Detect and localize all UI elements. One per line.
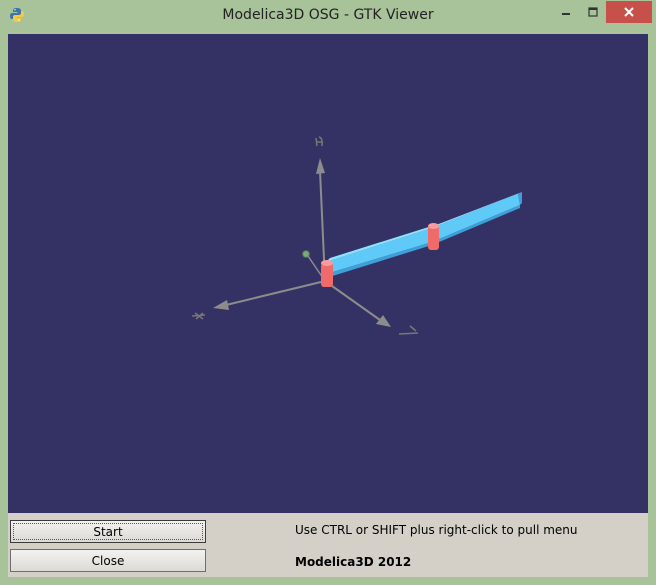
coordinate-axes: [191, 136, 419, 335]
axis-x: [191, 280, 326, 320]
python-icon: [10, 8, 24, 22]
close-button-label: Close: [91, 553, 125, 568]
axis-y: [315, 136, 326, 282]
control-panel: Start Close Use CTRL or SHIFT plus right…: [8, 513, 648, 577]
minimize-button[interactable]: [553, 1, 579, 23]
joint-revolute-2: [428, 223, 439, 250]
close-button[interactable]: Close: [10, 549, 206, 572]
start-button-label: Start: [93, 524, 123, 539]
close-window-button[interactable]: [606, 1, 652, 23]
maximize-icon: [588, 7, 598, 17]
scene-render: [191, 136, 522, 335]
maximize-button[interactable]: [580, 1, 606, 23]
brand-label: Modelica3D 2012: [295, 555, 412, 569]
axis-z: [324, 280, 419, 335]
minimize-icon: [562, 13, 570, 15]
window-title: Modelica3D OSG - GTK Viewer: [222, 7, 434, 23]
start-button[interactable]: Start: [10, 520, 206, 543]
joint-revolute-1: [321, 260, 333, 287]
title-bar[interactable]: Modelica3D OSG - GTK Viewer: [0, 0, 656, 31]
3d-viewport[interactable]: [8, 34, 648, 513]
close-icon: [624, 7, 634, 17]
hint-text: Use CTRL or SHIFT plus right-click to pu…: [295, 523, 578, 537]
beam-assembly: [326, 192, 522, 278]
